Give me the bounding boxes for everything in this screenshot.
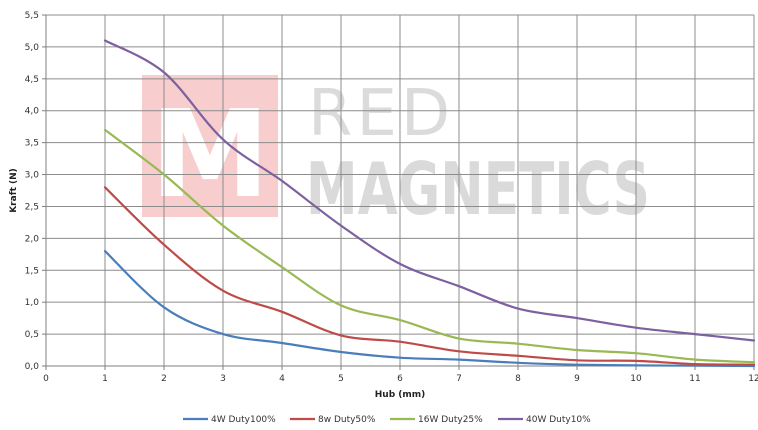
y-axis-title: Kraft (N) xyxy=(9,168,19,213)
legend-label-3: 16W Duty25% xyxy=(418,415,483,425)
legend-label-4: 40W Duty10% xyxy=(526,415,591,425)
x-tick-label: 12 xyxy=(748,374,758,384)
tick-labels: 0 1 2 3 4 5 6 7 8 9 10 11 120,00,51,01,52,02,53,03,5… xyxy=(25,11,758,384)
x-tick-label: 0 xyxy=(43,374,49,384)
y-tick-label: 4,0 xyxy=(25,107,40,117)
x-tick-label: 4 xyxy=(279,374,285,384)
y-tick-label: 1,5 xyxy=(25,266,39,276)
x-tick-label: 11 xyxy=(689,374,700,384)
watermark-word-red: RED xyxy=(308,77,454,151)
y-tick-label: 0,0 xyxy=(25,362,40,372)
y-tick-label: 3,5 xyxy=(25,139,39,149)
y-tick-label: 0,5 xyxy=(25,330,39,340)
y-tick-label: 5,0 xyxy=(25,43,40,53)
y-tick-label: 5,5 xyxy=(25,11,39,21)
y-tick-label: 4,5 xyxy=(25,75,39,85)
watermark-logo-letter: M xyxy=(150,86,269,225)
grid-lines xyxy=(46,14,755,366)
red-magnetics-watermark: M RED MAGNETICS xyxy=(142,75,650,231)
legend-label-2: 8w Duty50% xyxy=(318,415,376,425)
y-tick-label: 3,0 xyxy=(25,171,40,181)
x-tick-label: 6 xyxy=(397,374,403,384)
series-layer xyxy=(103,39,756,368)
x-tick-label: 8 xyxy=(515,374,521,384)
y-tick-label: 2,5 xyxy=(25,202,39,212)
watermark-word-magnetics: MAGNETICS xyxy=(306,147,650,231)
y-tick-label: 2,0 xyxy=(25,234,40,244)
y-tick-label: 1,0 xyxy=(25,298,40,308)
watermark-logo-block xyxy=(142,75,278,217)
legend-label-1: 4W Duty100% xyxy=(211,415,276,425)
series-line-3 xyxy=(103,128,756,364)
series-line-4 xyxy=(103,39,756,342)
x-tick-label: 5 xyxy=(338,374,344,384)
x-tick-label: 2 xyxy=(161,374,167,384)
x-tick-label: 10 xyxy=(630,374,642,384)
series-line-1 xyxy=(103,250,756,368)
series-line-2 xyxy=(103,186,756,366)
x-tick-label: 9 xyxy=(574,374,580,384)
x-tick-label: 3 xyxy=(220,374,226,384)
legend: 4W Duty100% 8w Duty50% 16W Duty25% 40W Duty… xyxy=(183,415,591,425)
x-tick-label: 1 xyxy=(102,374,108,384)
x-tick-label: 7 xyxy=(456,374,462,384)
x-axis-title: Hub (mm) xyxy=(375,390,426,400)
